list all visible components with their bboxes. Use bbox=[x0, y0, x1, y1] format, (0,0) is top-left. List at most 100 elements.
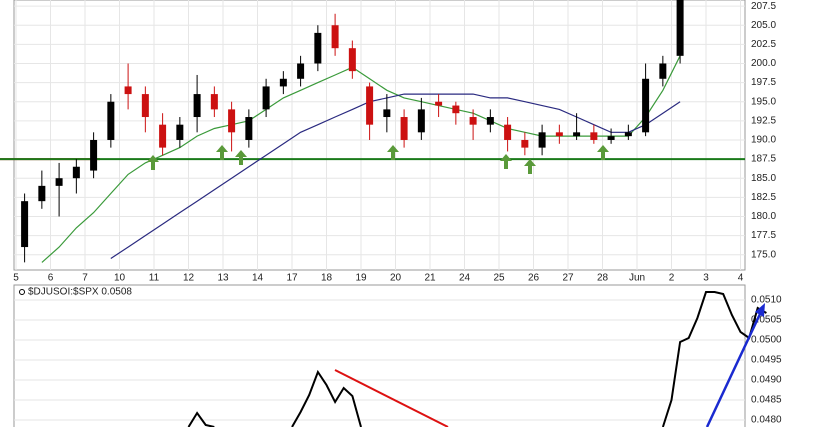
candle-body bbox=[331, 25, 339, 49]
y-tick-label: 187.5 bbox=[751, 154, 776, 165]
candle-body bbox=[676, 0, 684, 56]
y-tick-label: 185.0 bbox=[751, 173, 776, 184]
candle-body bbox=[90, 139, 98, 171]
x-tick-label: 28 bbox=[597, 273, 609, 284]
x-tick-label: 13 bbox=[217, 273, 229, 284]
candle-body bbox=[538, 132, 546, 148]
ratio-label: $DJUSOI:$SPX 0.0508 bbox=[28, 287, 132, 298]
candle-body bbox=[228, 109, 236, 133]
x-tick-label: 3 bbox=[703, 273, 709, 284]
price-plot: 175.0 177.5 180.0 182.5 185.0 187.5 190.0 192.5… bbox=[0, 0, 776, 284]
candle-body bbox=[193, 94, 201, 118]
candle-body bbox=[314, 32, 322, 64]
candle-body bbox=[573, 132, 581, 137]
candle-body bbox=[366, 86, 374, 125]
x-tick-label: 11 bbox=[149, 273, 160, 284]
candle-body bbox=[555, 132, 563, 137]
y-tick-label: 0.0480 bbox=[751, 415, 782, 426]
x-tick-label: 5 bbox=[13, 273, 19, 284]
candle-body bbox=[659, 63, 667, 79]
arrow-head bbox=[755, 303, 765, 317]
candle-body bbox=[21, 201, 29, 248]
x-tick-label: 27 bbox=[562, 273, 574, 284]
candle-body bbox=[72, 166, 80, 179]
y-tick-label: 205.0 bbox=[751, 20, 776, 31]
x-tick-label: 17 bbox=[286, 273, 298, 284]
support-arrows bbox=[147, 145, 609, 174]
x-tick-label: Jun bbox=[629, 273, 645, 284]
candle-body bbox=[348, 48, 356, 72]
legend-marker bbox=[19, 289, 25, 295]
candle-body bbox=[400, 117, 408, 140]
x-tick-label: 10 bbox=[114, 273, 126, 284]
candle-body bbox=[642, 78, 650, 133]
x-tick-label: 19 bbox=[355, 273, 367, 284]
trend-line bbox=[334, 369, 449, 427]
arrow bbox=[500, 154, 512, 169]
ratio-plot: 0.0480 0.0485 0.0490 0.0495 0.0500 0.0505 0.05… bbox=[14, 291, 782, 427]
candle-body bbox=[469, 117, 477, 125]
candle-body bbox=[435, 101, 443, 106]
y-tick-label: 177.5 bbox=[751, 230, 776, 241]
price-panel bbox=[13, 0, 746, 271]
y-tick-label: 200.0 bbox=[751, 58, 776, 69]
y-tick-label: 0.0510 bbox=[751, 295, 782, 306]
x-tick-label: 25 bbox=[493, 273, 505, 284]
y-tick-label: 192.5 bbox=[751, 115, 776, 126]
candle-body bbox=[141, 94, 149, 118]
y-tick-label: 180.0 bbox=[751, 211, 776, 222]
arrow bbox=[147, 155, 159, 170]
y-tick-label: 0.0500 bbox=[751, 335, 782, 346]
candle-body bbox=[607, 136, 615, 140]
ratio-panel bbox=[13, 284, 746, 427]
trend-line bbox=[705, 313, 762, 427]
x-tick-label: 2 bbox=[669, 273, 675, 284]
candle-body bbox=[159, 124, 167, 148]
y-tick-label: 0.0505 bbox=[751, 315, 782, 326]
y-tick-label: 175.0 bbox=[751, 249, 776, 260]
arrow bbox=[524, 159, 536, 174]
candle-body bbox=[124, 86, 132, 95]
arrow bbox=[235, 150, 247, 165]
y-tick-label: 190.0 bbox=[751, 135, 776, 146]
arrow bbox=[216, 145, 228, 160]
y-tick-label: 0.0490 bbox=[751, 375, 782, 386]
candle-body bbox=[279, 78, 287, 87]
y-tick-label: 202.5 bbox=[751, 39, 776, 50]
y-tick-label: 207.5 bbox=[751, 1, 776, 12]
candle-body bbox=[38, 185, 46, 202]
x-tick-label: 21 bbox=[424, 273, 436, 284]
y-tick-label: 0.0495 bbox=[751, 355, 782, 366]
candle-body bbox=[297, 63, 305, 79]
candle-body bbox=[521, 139, 529, 148]
y-tick-label: 0.0485 bbox=[751, 395, 782, 406]
x-tick-label: 18 bbox=[321, 273, 333, 284]
candle-body bbox=[176, 124, 184, 140]
arrow bbox=[597, 145, 609, 160]
x-tick-label: 7 bbox=[82, 273, 88, 284]
x-tick-label: 4 bbox=[738, 273, 744, 284]
candle-body bbox=[504, 124, 512, 140]
candle-body bbox=[383, 109, 391, 118]
candle-body bbox=[624, 132, 632, 137]
candle-body bbox=[210, 94, 218, 110]
moving-average bbox=[110, 93, 681, 260]
candle-body bbox=[486, 117, 494, 125]
x-tick-label: 26 bbox=[528, 273, 540, 284]
x-tick-label: 12 bbox=[183, 273, 195, 284]
candle-body bbox=[590, 132, 598, 140]
candle-body bbox=[55, 178, 63, 186]
x-tick-label: 14 bbox=[252, 273, 264, 284]
x-tick-label: 24 bbox=[459, 273, 471, 284]
x-tick-label: 20 bbox=[390, 273, 402, 284]
y-tick-label: 182.5 bbox=[751, 192, 776, 203]
candle-body bbox=[452, 105, 460, 114]
candle-body bbox=[417, 109, 425, 133]
candle-body bbox=[262, 86, 270, 110]
y-tick-label: 197.5 bbox=[751, 77, 776, 88]
arrow bbox=[387, 145, 399, 160]
x-tick-label: 6 bbox=[48, 273, 54, 284]
candle-body bbox=[245, 117, 253, 140]
y-tick-label: 195.0 bbox=[751, 96, 776, 107]
